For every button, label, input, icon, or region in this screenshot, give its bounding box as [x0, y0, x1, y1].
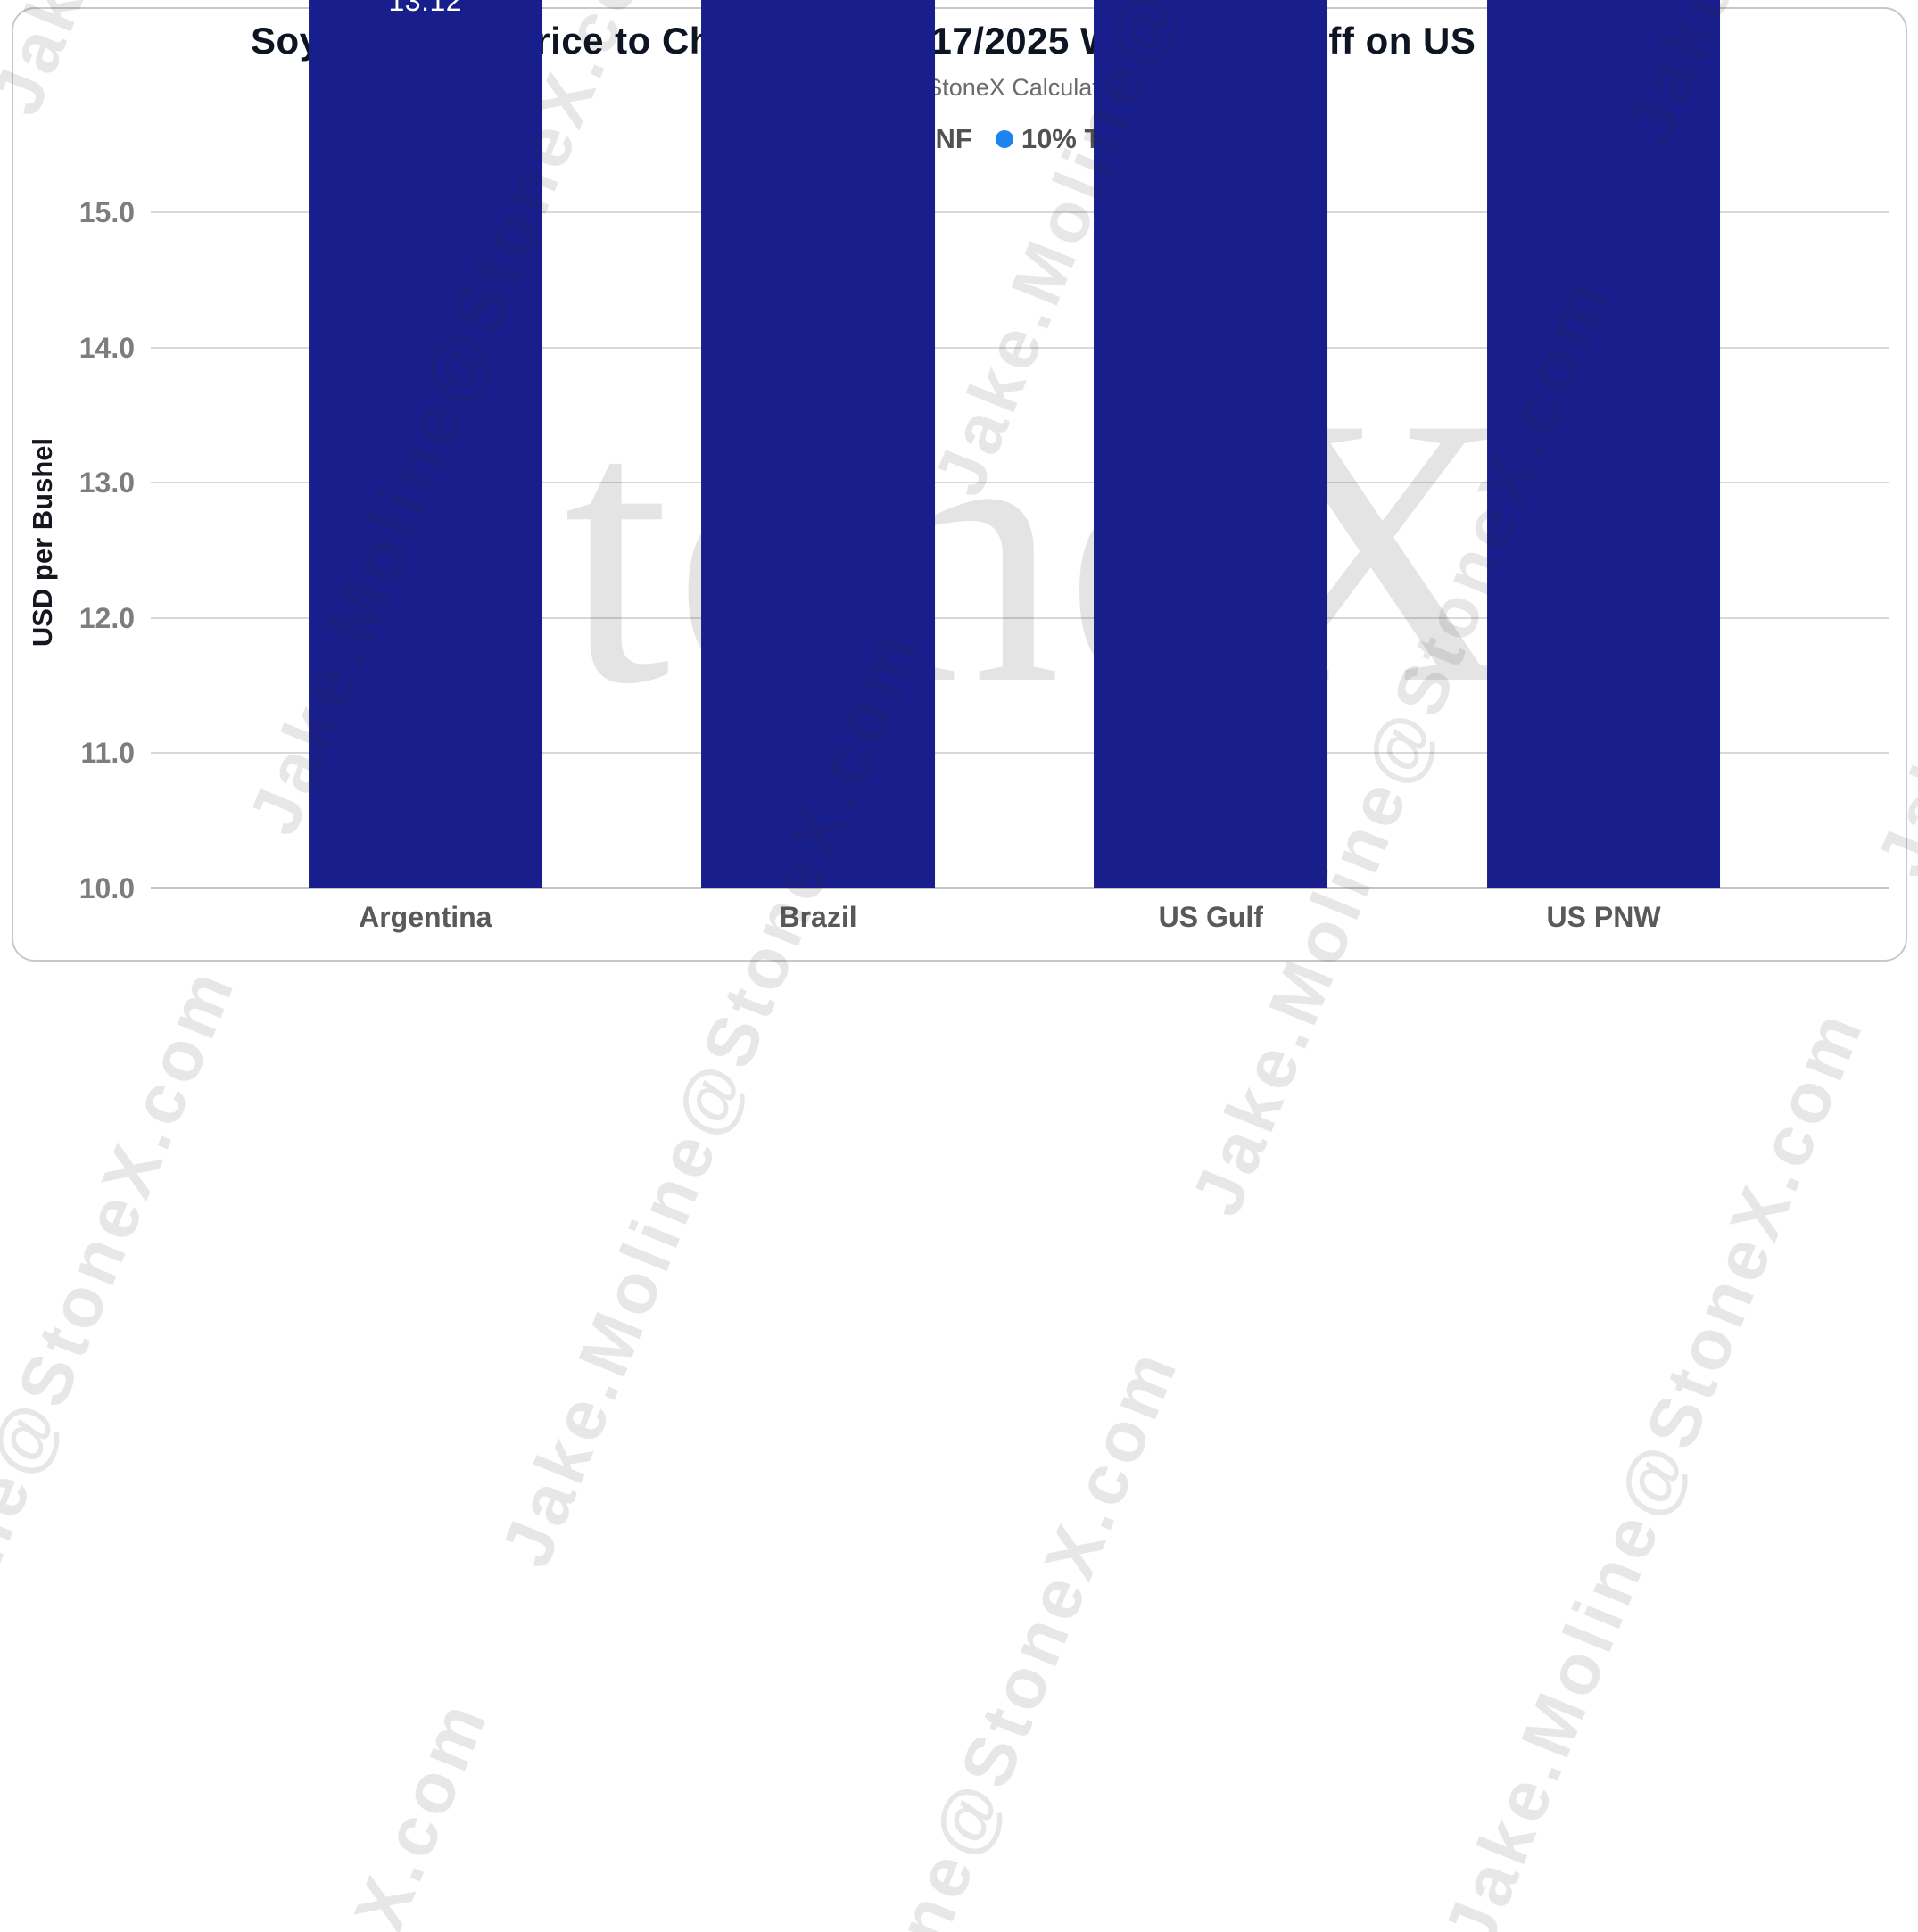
bar-segment: 13.57 — [1486, 0, 1721, 888]
bar-segment: 13.50 — [701, 0, 935, 888]
x-axis-line — [151, 887, 1889, 889]
x-tick-label: Brazil — [779, 901, 857, 933]
x-tick-label: US PNW — [1546, 901, 1661, 933]
x-tick-label: Argentina — [359, 901, 492, 933]
bars: 13.12 Argentina 13.50 Brazil 13.741.37US Gul… — [151, 0, 1889, 933]
gridline — [151, 482, 1889, 484]
bar-segment: 13.12 — [308, 0, 542, 888]
bar-value-label: 13.12 — [388, 0, 463, 18]
x-tick-label: US Gulf — [1158, 901, 1263, 933]
bar-group-us-pnw: 13.571.36US PNW — [1407, 0, 1799, 933]
gridline — [151, 616, 1889, 619]
bar-group-us-gulf: 13.741.37US Gulf — [1014, 0, 1407, 933]
bar-group-brazil: 13.50 Brazil — [622, 0, 1014, 933]
y-tick-label: 15.0 — [79, 196, 135, 229]
y-tick-label: 10.0 — [79, 872, 135, 904]
legend-dot-icon — [995, 130, 1013, 148]
y-tick-label: 13.0 — [79, 466, 135, 500]
y-tick-label: 11.0 — [80, 737, 135, 770]
gridline — [151, 752, 1889, 755]
y-tick-label: 14.0 — [79, 331, 135, 364]
y-tick-label: 12.0 — [79, 601, 135, 634]
gridline — [151, 211, 1889, 214]
gridline — [151, 346, 1889, 349]
plot-area: StoneX 13.12Argentina13.50Brazil13.741.3… — [79, 0, 1889, 933]
bar-segment: 13.74 — [1094, 0, 1328, 888]
bar-group-argentina: 13.12 Argentina — [229, 0, 622, 933]
